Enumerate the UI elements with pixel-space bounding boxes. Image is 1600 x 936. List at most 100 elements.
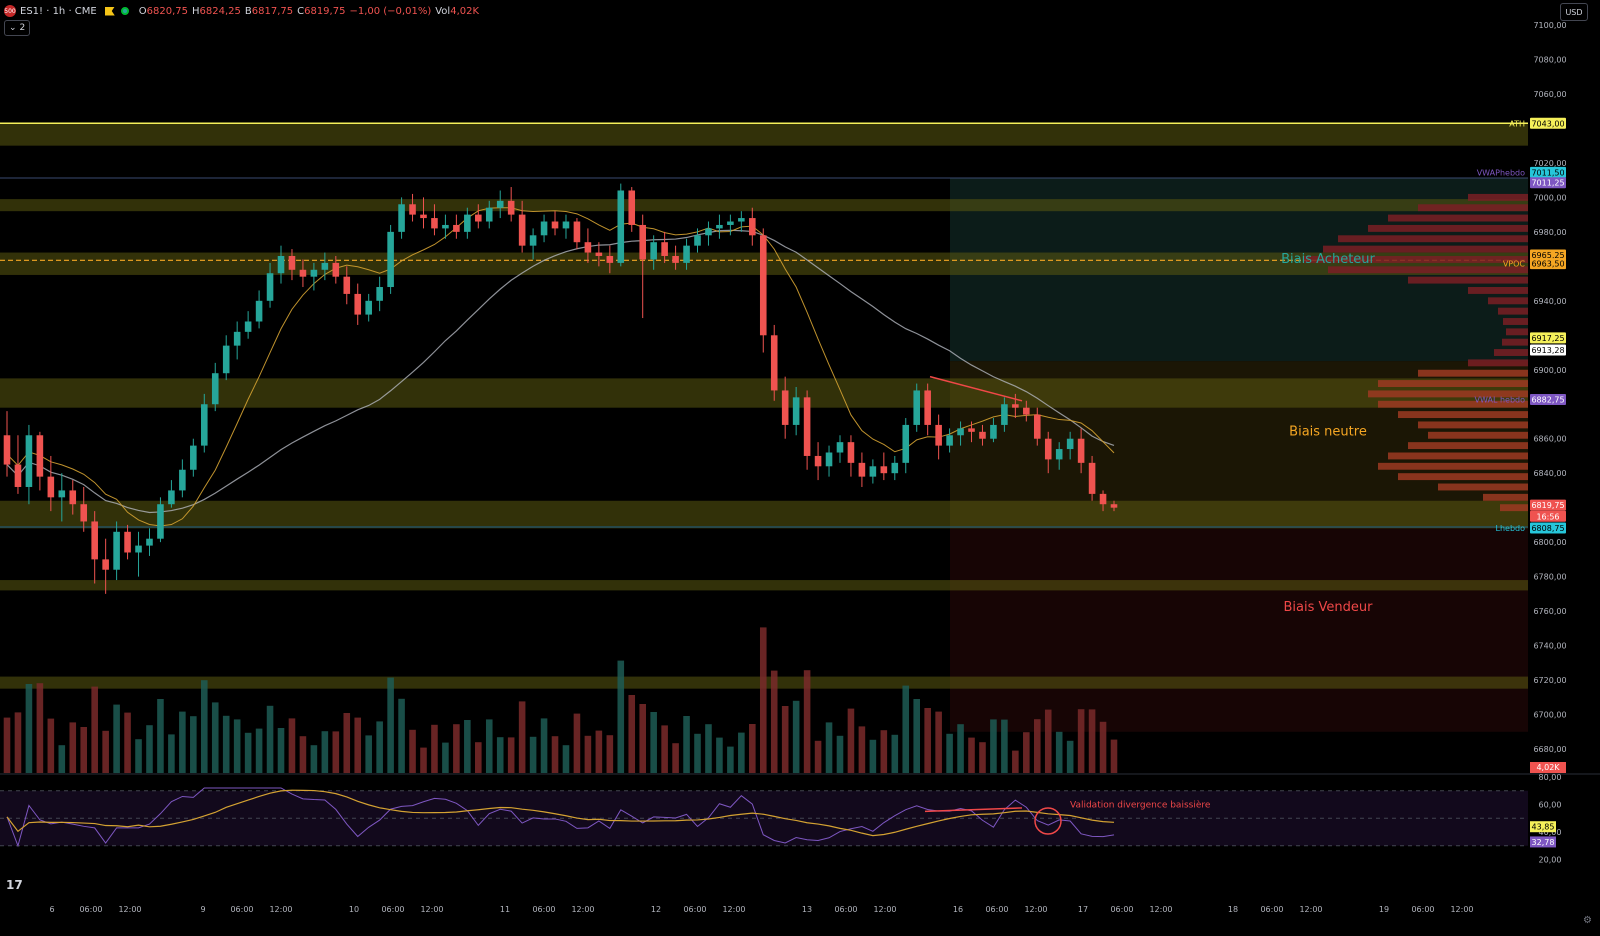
candle-body bbox=[190, 445, 197, 470]
volume-bar bbox=[749, 724, 756, 773]
y-tick-label: 7000,00 bbox=[1533, 193, 1566, 202]
x-tick-label: 12:00 bbox=[873, 905, 896, 914]
rsi-ma-line bbox=[6, 789, 1115, 837]
candle-body bbox=[738, 218, 745, 222]
level-price-badge-text: 6965,25 bbox=[1531, 251, 1564, 260]
volume-bar bbox=[1055, 731, 1063, 773]
volume-bar bbox=[518, 701, 526, 773]
volume-label: Vol bbox=[435, 5, 451, 17]
volume-bar bbox=[475, 742, 482, 773]
candle-body bbox=[606, 255, 614, 263]
x-tick-label: 06:00 bbox=[834, 905, 857, 914]
x-tick-label: 12:00 bbox=[1149, 905, 1172, 914]
volume-bar bbox=[277, 728, 285, 773]
candle-body bbox=[540, 221, 548, 236]
volume-profile-bar bbox=[1398, 411, 1528, 419]
candle-body bbox=[880, 466, 888, 474]
volume-bar bbox=[299, 736, 307, 773]
candle-body bbox=[168, 490, 175, 505]
candle-body bbox=[343, 276, 351, 294]
volume-bar bbox=[606, 735, 614, 773]
level-price-badge bbox=[1530, 499, 1566, 511]
volume-bar bbox=[529, 736, 537, 773]
volume-profile-bar bbox=[1418, 421, 1528, 429]
volume-bar bbox=[431, 724, 438, 773]
volume-bar bbox=[902, 685, 910, 773]
volume-bar bbox=[924, 708, 931, 773]
volume-profile-bar bbox=[1498, 307, 1528, 315]
volume-profile-bar bbox=[1506, 328, 1528, 336]
volume-bar bbox=[880, 730, 888, 773]
symbol-title[interactable]: ES1! · 1h · CME bbox=[20, 5, 97, 17]
candle-body bbox=[211, 373, 219, 405]
candle-body bbox=[694, 235, 701, 246]
candle-body bbox=[573, 221, 581, 243]
volume-bar bbox=[190, 716, 197, 773]
candle-body bbox=[584, 242, 592, 253]
candle-body bbox=[200, 404, 208, 446]
y-tick-label: 6800,00 bbox=[1533, 538, 1566, 547]
level-price-badge-text: 6963,50 bbox=[1531, 260, 1564, 269]
indicator-count: 2 bbox=[19, 23, 26, 33]
currency-button[interactable]: USD bbox=[1560, 3, 1588, 21]
candle-body bbox=[1023, 407, 1030, 415]
volume-bar bbox=[310, 745, 318, 773]
volume-bar bbox=[814, 740, 822, 773]
volume-profile-bar bbox=[1468, 193, 1528, 201]
x-tick-label: 06:00 bbox=[1260, 905, 1283, 914]
indicator-collapse-button[interactable]: ⌄ 2 bbox=[4, 20, 31, 36]
volume-bar bbox=[244, 732, 252, 773]
zone-band bbox=[0, 580, 1528, 591]
candle-body bbox=[14, 464, 22, 487]
candle-body bbox=[299, 269, 307, 277]
x-tick-label: 12:00 bbox=[722, 905, 745, 914]
candle-body bbox=[365, 300, 372, 315]
volume-profile-bar bbox=[1502, 338, 1528, 346]
volume-bar bbox=[354, 717, 362, 773]
volume-bar bbox=[968, 737, 975, 773]
candle-body bbox=[792, 397, 800, 425]
settings-icon[interactable]: ⚙ bbox=[1583, 915, 1592, 926]
flag-icon[interactable] bbox=[104, 6, 115, 16]
candle-body bbox=[946, 435, 953, 446]
volume-bar bbox=[1033, 719, 1041, 773]
candle-body bbox=[310, 269, 318, 277]
volume-profile-bar bbox=[1368, 390, 1528, 398]
volume-bar bbox=[759, 627, 767, 773]
volume-bar bbox=[1044, 709, 1052, 773]
candle-body bbox=[1044, 438, 1052, 460]
candle-body bbox=[102, 559, 109, 570]
tradingview-logo-icon[interactable]: 17 bbox=[6, 878, 23, 892]
rsi-line bbox=[6, 787, 1115, 848]
candle-body bbox=[628, 190, 636, 225]
level-label: VWAL hebdo bbox=[1475, 395, 1526, 404]
candle-body bbox=[847, 442, 855, 463]
candle-body bbox=[442, 224, 449, 229]
x-tick-label: 06:00 bbox=[1110, 905, 1133, 914]
candle-body bbox=[869, 466, 877, 477]
candle-body bbox=[650, 242, 657, 260]
biais-neutre-label: Biais neutre bbox=[1289, 424, 1367, 439]
open-value: 6820,75 bbox=[146, 5, 188, 17]
x-tick-label: 13 bbox=[802, 905, 812, 914]
volume-bar bbox=[1012, 750, 1019, 773]
volume-profile-bar bbox=[1494, 349, 1528, 356]
rsi-tick-label: 60,00 bbox=[1539, 801, 1562, 810]
volume-bar bbox=[738, 732, 745, 773]
candle-body bbox=[803, 397, 811, 456]
volume-bar bbox=[398, 698, 405, 773]
volume-profile-bar bbox=[1303, 255, 1528, 263]
zone-band bbox=[0, 123, 1528, 146]
y-tick-label: 6740,00 bbox=[1533, 642, 1566, 651]
volume-bar bbox=[420, 747, 427, 773]
volume-profile-bar bbox=[1328, 266, 1528, 274]
level-price-badge-text: 6913,28 bbox=[1531, 346, 1564, 355]
level-label: ATH bbox=[1509, 119, 1525, 128]
volume-bar bbox=[858, 726, 866, 773]
candle-body bbox=[705, 228, 712, 236]
candle-body bbox=[58, 490, 66, 498]
volume-bar bbox=[935, 711, 942, 773]
x-tick-label: 06:00 bbox=[1411, 905, 1434, 914]
candle-body bbox=[47, 476, 55, 498]
